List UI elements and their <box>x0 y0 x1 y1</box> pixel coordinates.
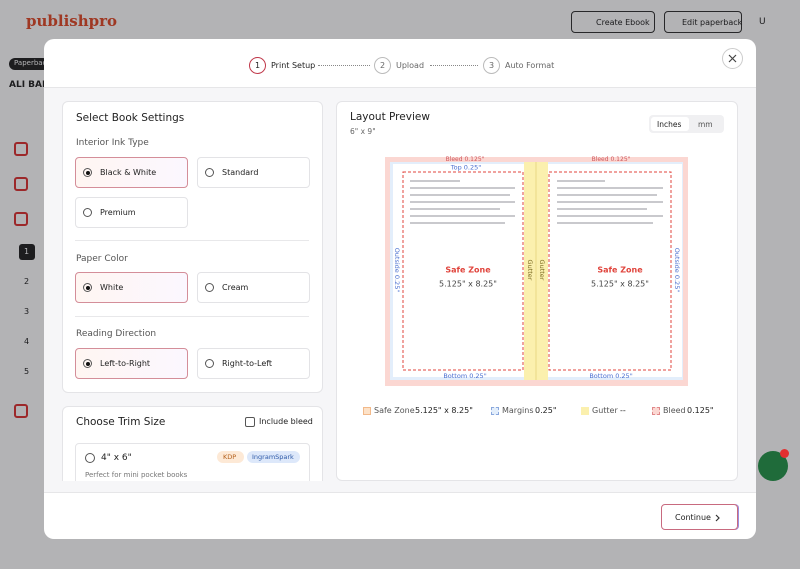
button-label: Edit paperback <box>682 18 743 27</box>
group-label: Interior Ink Type <box>76 138 149 148</box>
settings-card <box>62 101 323 393</box>
card-title: Choose Trim Size <box>76 416 166 428</box>
option[interactable]: White <box>75 272 188 303</box>
step-number: 1 <box>255 61 261 70</box>
legend-value: 0.25" <box>535 406 557 415</box>
legend-value: -- <box>620 406 626 415</box>
card-title: Layout Preview <box>350 111 430 123</box>
group-label: Paper Color <box>76 254 128 264</box>
option[interactable]: Left-to-Right <box>75 348 188 379</box>
tag: KDP <box>223 453 237 461</box>
option-label: Left-to-Right <box>100 359 151 368</box>
trim-size: 4" x 6" <box>101 453 132 463</box>
logo[interactable]: publishpro <box>26 12 118 30</box>
step-label[interactable]: Upload <box>396 61 425 70</box>
step-number: 5 <box>24 367 30 376</box>
option-label: White <box>100 283 124 292</box>
step-label[interactable]: Print Setup <box>271 61 316 70</box>
close-button[interactable] <box>722 48 743 69</box>
bleed-label: Bleed 0.125" <box>592 156 631 163</box>
bleed-label: Bleed 0.125" <box>446 156 485 163</box>
safe-zone-label: Safe Zone <box>597 266 643 275</box>
safe-zone-size: 5.125" x 8.25" <box>591 280 649 289</box>
edit-paperback-button[interactable]: Edit paperback <box>664 11 742 33</box>
checkbox[interactable] <box>245 417 255 427</box>
step-number: 3 <box>489 61 495 70</box>
unit-label: Inches <box>657 120 682 129</box>
button-label: Continue <box>675 513 711 522</box>
step-number: 2 <box>24 277 30 286</box>
legend-name: Margins <box>502 406 534 415</box>
option[interactable]: Standard <box>197 157 310 188</box>
tag: IngramSpark <box>252 453 294 461</box>
step-label[interactable]: Auto Format <box>505 61 555 70</box>
option[interactable]: Right-to-Left <box>197 348 310 379</box>
trim-description: Perfect for mini pocket books <box>85 471 188 479</box>
continue-button[interactable]: Continue <box>661 504 738 530</box>
option-label: Cream <box>222 283 249 292</box>
gutter-label: Gutter <box>526 260 534 281</box>
unit-label[interactable]: mm <box>698 120 713 129</box>
button-label: Create Ebook <box>596 18 650 27</box>
option-label: Black & White <box>100 168 157 177</box>
step-number: 3 <box>24 307 30 316</box>
create-ebook-button[interactable]: Create Ebook <box>571 11 655 33</box>
outside-label: Outside 0.25" <box>673 248 681 293</box>
legend-name: Gutter <box>592 406 618 415</box>
trim-card: Choose Trim Size Include bleed 4" x 6" K… <box>62 406 323 481</box>
outside-label: Outside 0.25" <box>393 248 401 293</box>
trim-option[interactable]: 4" x 6" KDP IngramSpark Perfect for mini… <box>75 443 310 481</box>
unit-toggle: Inches mm <box>649 115 724 133</box>
tag: Paperbac <box>14 59 47 67</box>
legend-name: Safe Zone <box>374 406 415 415</box>
layout-diagram: Bleed 0.125" Bleed 0.125" Top 0.25" Bott… <box>385 156 688 386</box>
bottom-label: Bottom 0.25" <box>589 372 632 380</box>
option[interactable]: Premium <box>75 197 188 228</box>
top-label: Top 0.25" <box>450 164 482 172</box>
card-title: Select Book Settings <box>76 112 185 124</box>
group-label: Reading Direction <box>76 329 157 339</box>
step-number: 1 <box>24 247 30 256</box>
trim-size: 6" x 9" <box>350 127 376 136</box>
unit-option[interactable]: Inches <box>651 117 689 131</box>
book-title: ALI BAB <box>9 80 49 90</box>
option[interactable]: Black & White <box>75 157 188 188</box>
checkbox-label: Include bleed <box>259 417 313 426</box>
option[interactable]: Cream <box>197 272 310 303</box>
safe-zone-label: Safe Zone <box>445 266 491 275</box>
option-label: Right-to-Left <box>222 359 273 368</box>
gutter-label: Gutter <box>538 260 546 281</box>
avatar[interactable]: U <box>759 17 766 27</box>
option-label: Premium <box>100 208 136 217</box>
legend-name: Bleed <box>663 406 686 415</box>
safe-zone-size: 5.125" x 8.25" <box>439 280 497 289</box>
step-number: 4 <box>24 337 30 346</box>
option-label: Standard <box>222 168 259 177</box>
legend-value: 5.125" x 8.25" <box>415 406 473 415</box>
legend-value: 0.125" <box>687 406 714 415</box>
step-number: 2 <box>380 61 386 70</box>
bottom-label: Bottom 0.25" <box>443 372 486 380</box>
